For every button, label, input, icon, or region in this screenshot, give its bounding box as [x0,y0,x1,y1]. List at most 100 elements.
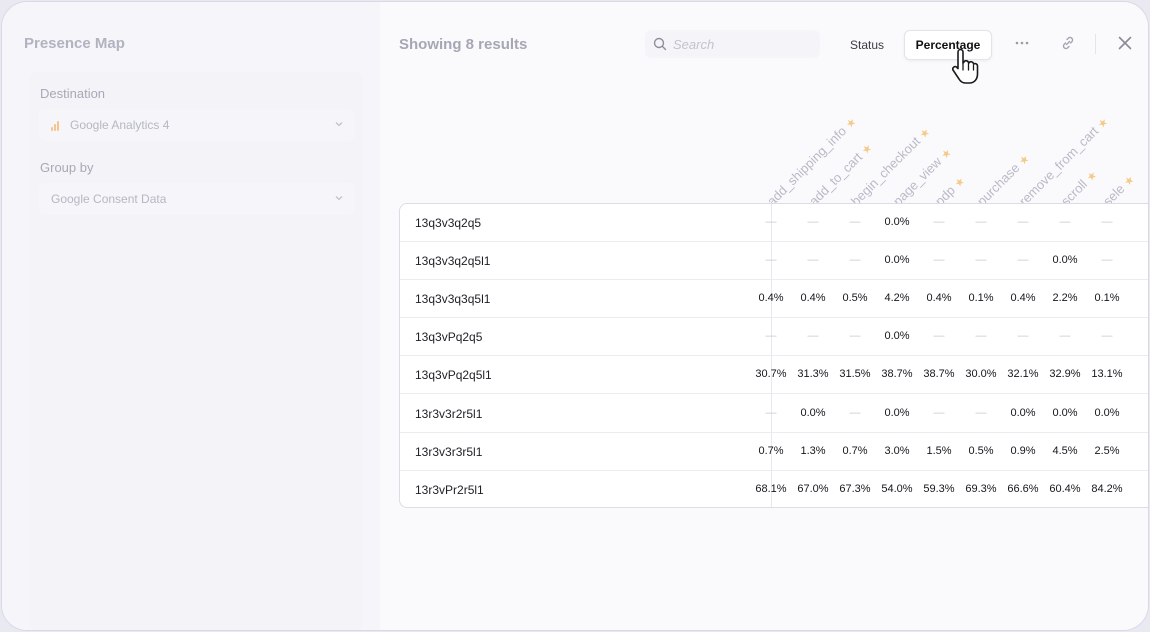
row-label: 13q3v3q2q5 [415,216,482,230]
table-cell: — [1017,216,1029,228]
table-cell: — [849,216,861,228]
table-cell: — [1017,330,1029,343]
table-cell: 66.6% [1007,482,1039,495]
table-cell: — [975,330,987,343]
google-analytics-icon [51,120,63,131]
search-box[interactable] [645,30,820,58]
table-cell: 4.5% [1052,444,1078,457]
destination-label: Destination [40,86,106,101]
star-icon: ★ [1016,152,1033,168]
table-cell: 13.1% [1091,368,1123,381]
table-cell: 84.2% [1091,482,1123,495]
more-icon [1015,41,1029,45]
table-cell: — [849,330,861,343]
table-cell: 0.9% [1010,444,1036,457]
table-row[interactable]: 13q3vPq2q5 — — — 0.0% — — — — — [400,318,1148,357]
table-cell: 69.3% [965,482,997,495]
table-cell: 3.0% [884,444,910,457]
table-cell: — [765,254,777,267]
table-cell: 4.2% [884,292,910,305]
table-cell: 1.5% [926,444,952,457]
table-cell: 0.4% [800,292,826,305]
table-cell: 31.3% [797,368,829,381]
table-cell: 67.3% [839,482,871,495]
table-cell: 32.9% [1049,368,1081,381]
group-by-value: Google Consent Data [51,192,167,206]
settings-card [30,72,362,630]
row-label: 13r3v3r3r5l1 [415,444,483,459]
panel-title: Presence Map [24,35,125,52]
star-icon: ★ [859,141,875,158]
table-cell: 0.5% [842,292,868,305]
column-header-label: purchase [974,160,1023,209]
table-row[interactable]: 13r3vPr2r5l1 68.1% 67.0% 67.3% 54.0% 59.3% 69.… [400,471,1148,509]
table-row[interactable]: 13r3v3r3r5l1 0.7% 1.3% 0.7% 3.0% 1.5% 0.5% 0.9%… [400,433,1148,471]
close-button[interactable] [1114,33,1136,53]
row-label: 13r3v3r2r5l1 [415,406,483,421]
presence-table: 13q3v3q2q5 — — — 0.0% — — — — — 13q3v3q2q5l1 — — — 0.0… [399,203,1148,509]
table-cell: 38.7% [881,368,913,381]
table-cell: — [1101,330,1113,343]
results-count: Showing 8 results [399,36,528,53]
star-icon: ★ [843,115,860,132]
chevron-down-icon [335,122,343,127]
table-row[interactable]: 13q3v3q2q5l1 — — — 0.0% — — — 0.0% — [400,242,1148,281]
table-cell: 30.7% [755,368,787,381]
table-cell: — [1017,254,1029,267]
star-icon: ★ [1095,115,1112,132]
table-cell: 1.3% [800,444,826,457]
table-row[interactable]: 13r3v3r2r5l1 — 0.0% — 0.0% — — 0.0% 0.0% 0.0% [400,395,1148,433]
table-cell: 0.4% [758,292,784,305]
status-toggle[interactable]: Status [850,38,885,52]
copy-link-button[interactable] [1057,33,1079,53]
star-icon: ★ [1084,168,1100,185]
percentage-toggle[interactable]: Percentage [904,30,992,60]
table-cell: 67.0% [797,482,829,495]
table-cell: 0.7% [758,444,784,457]
table-cell: 0.4% [1010,292,1036,305]
table-cell: — [807,254,819,267]
more-button[interactable] [1011,33,1033,53]
group-by-label: Group by [40,160,94,175]
table-cell: — [975,254,987,267]
group-by-select[interactable]: Google Consent Data [39,183,355,215]
search-icon [653,37,667,51]
table-row[interactable]: 13q3v3q3q5l1 0.4% 0.4% 0.5% 4.2% 0.4% 0.1% 0.4%… [400,280,1148,319]
table-cell: 0.0% [884,254,910,267]
table-cell: 0.4% [926,292,952,305]
chevron-down-icon [335,196,343,201]
star-icon: ★ [952,174,968,191]
table-cell: — [1101,254,1113,267]
table-cell: 2.2% [1052,292,1078,305]
results-panel: Showing 8 results Status Percentage [380,2,1148,630]
hand-cursor-icon [952,48,979,84]
star-icon: ★ [938,146,955,162]
table-cell: 31.5% [839,368,871,381]
left-panel: Presence Map Destination Google Analytic… [2,2,380,630]
table-cell: 0.0% [884,216,910,228]
table-cell: — [849,254,861,267]
table-cell: — [933,330,945,343]
table-row[interactable]: 13q3v3q2q5 — — — 0.0% — — — — — [400,204,1148,242]
table-cell: 59.3% [923,482,955,495]
close-icon [1118,36,1132,50]
table-cell: 54.0% [881,482,913,495]
row-label: 13q3vPq2q5l1 [415,368,492,383]
row-label: 13q3vPq2q5 [415,330,483,345]
table-cell: — [1101,216,1113,228]
star-icon: ★ [1121,173,1138,189]
table-cell: — [807,330,819,343]
table-cell: 0.0% [884,330,910,343]
table-cell: — [975,406,987,419]
destination-select[interactable]: Google Analytics 4 [39,109,355,141]
table-cell: 0.7% [842,444,868,457]
table-row[interactable]: 13q3vPq2q5l1 30.7% 31.3% 31.5% 38.7% 38.7% 30.… [400,356,1148,395]
table-cell: — [807,216,819,228]
table-cell: 0.1% [968,292,994,305]
row-label: 13q3v3q2q5l1 [415,254,491,269]
table-cell: — [849,406,861,419]
search-input[interactable] [673,36,813,52]
row-label: 13q3v3q3q5l1 [415,292,491,307]
star-icon: ★ [917,125,933,142]
